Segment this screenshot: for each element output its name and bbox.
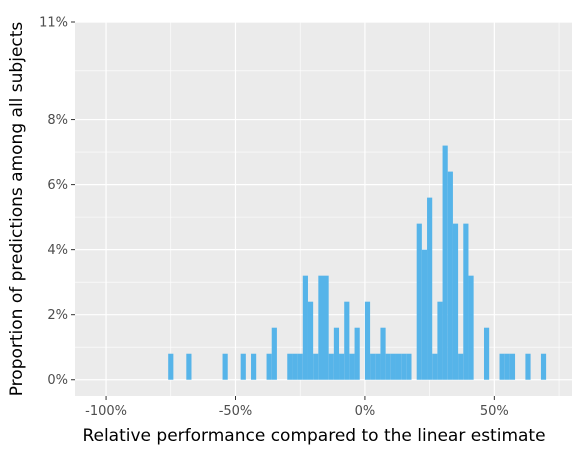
histogram-bar (344, 301, 350, 380)
histogram-bar (427, 197, 433, 380)
y-axis-ticks: 0% 2% 4% 6% 8% 11% (39, 16, 75, 388)
histogram-bar (339, 353, 345, 380)
histogram-bar (540, 353, 547, 380)
histogram-bar (509, 353, 516, 380)
histogram-bar (354, 327, 360, 380)
histogram-bar (240, 353, 246, 380)
histogram-bar (437, 301, 443, 380)
histogram-bar (416, 223, 422, 380)
histogram-bar (287, 353, 293, 380)
histogram-bar (323, 275, 329, 380)
histogram-bar (499, 353, 505, 380)
histogram-bar (297, 353, 303, 380)
histogram-bar (442, 145, 448, 380)
histogram-bar (302, 275, 308, 380)
histogram-bar (401, 353, 407, 380)
histogram-bar (375, 353, 381, 380)
y-tick-label: 4% (47, 243, 68, 258)
histogram-bar (504, 353, 510, 380)
y-tick-label: 0% (47, 373, 68, 388)
histogram-bar (186, 353, 192, 380)
histogram-bar (333, 327, 340, 380)
histogram-bar (432, 353, 438, 380)
y-tick-label: 2% (47, 308, 68, 323)
histogram-bar (349, 353, 355, 380)
histogram-bar (168, 353, 174, 380)
histogram-bar (364, 301, 371, 380)
bars (168, 145, 547, 380)
histogram-bar (463, 223, 469, 380)
histogram-bar (271, 327, 277, 380)
x-axis-ticks: -100% -50% 0% 50% (85, 396, 509, 419)
y-tick-label: 6% (47, 178, 68, 193)
histogram-bar (292, 353, 298, 380)
histogram-bar (406, 353, 412, 380)
histogram-bar (370, 353, 376, 380)
histogram-bar (483, 327, 490, 380)
histogram-bar (458, 353, 464, 380)
x-tick-label: 0% (355, 404, 376, 419)
x-tick-label: 50% (480, 404, 509, 419)
histogram-bar (390, 353, 396, 380)
histogram-bar (385, 353, 391, 380)
histogram-bar (380, 327, 386, 380)
histogram-bar (468, 275, 474, 380)
x-tick-label: -50% (219, 404, 253, 419)
histogram-bar (266, 353, 272, 380)
histogram-bar (421, 249, 428, 380)
histogram-bar (318, 275, 324, 380)
histogram-bar (251, 353, 257, 380)
y-tick-label: 11% (39, 16, 68, 31)
histogram-bar (307, 301, 314, 380)
x-axis-title: Relative performance compared to the lin… (82, 426, 545, 446)
x-tick-label: -100% (85, 404, 127, 419)
histogram-bar (313, 353, 319, 380)
histogram-bar (447, 171, 453, 380)
histogram-bar (328, 353, 334, 380)
y-tick-label: 8% (47, 113, 68, 128)
histogram-bar (395, 353, 402, 380)
histogram-bar (452, 223, 459, 380)
histogram-bar (222, 353, 228, 380)
histogram-bar (525, 353, 531, 380)
y-axis-title: Proportion of predictions among all subj… (7, 22, 27, 397)
